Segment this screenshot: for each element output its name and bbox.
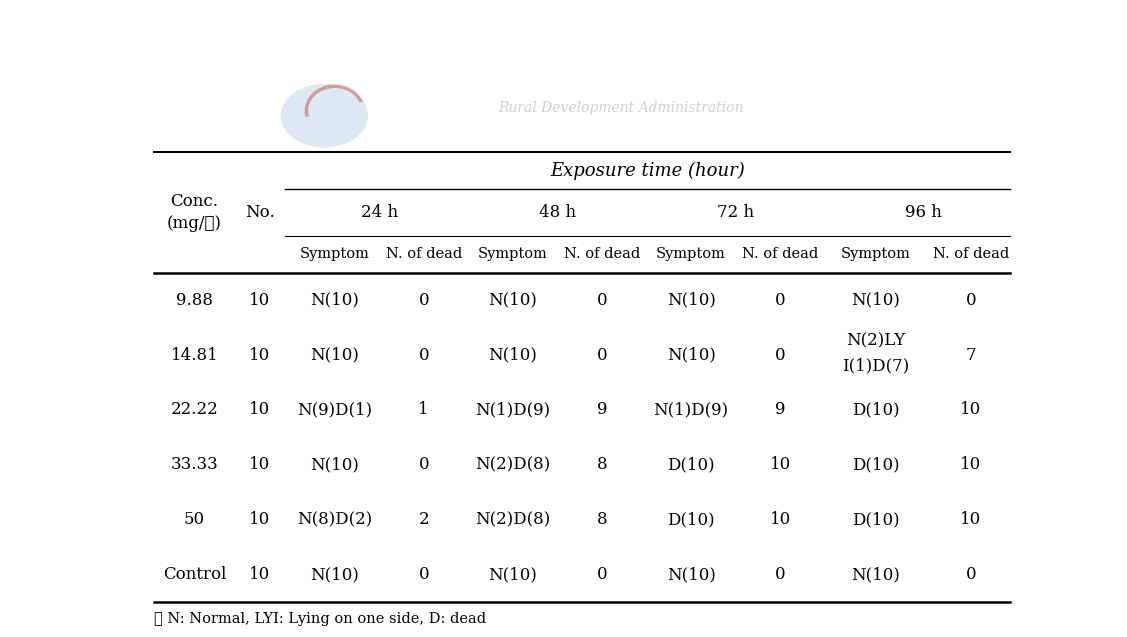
Text: 2: 2 (418, 512, 429, 528)
Text: N(10): N(10) (667, 347, 716, 364)
Text: 10: 10 (249, 292, 270, 308)
Text: N(1)D(9): N(1)D(9) (476, 401, 550, 419)
Text: 10: 10 (960, 401, 982, 419)
Text: 0: 0 (418, 456, 429, 473)
Text: 50: 50 (184, 512, 205, 528)
Text: 0: 0 (966, 292, 976, 308)
Text: D(10): D(10) (852, 512, 899, 528)
Text: Control: Control (162, 566, 227, 583)
Text: N(10): N(10) (851, 292, 900, 308)
Text: 10: 10 (249, 512, 270, 528)
Text: D(10): D(10) (852, 456, 899, 473)
Text: 10: 10 (249, 566, 270, 583)
Text: 1: 1 (418, 401, 429, 419)
Text: N(10): N(10) (488, 292, 538, 308)
Text: 0: 0 (418, 566, 429, 583)
Text: 24 h: 24 h (361, 204, 398, 221)
Text: N(10): N(10) (310, 456, 360, 473)
Text: N(10): N(10) (310, 292, 360, 308)
Text: N. of dead: N. of dead (564, 247, 640, 261)
Text: 22.22: 22.22 (170, 401, 219, 419)
Text: 72 h: 72 h (717, 204, 754, 221)
Text: 0: 0 (596, 566, 607, 583)
Text: 0: 0 (775, 566, 786, 583)
Text: I(1)D(7): I(1)D(7) (842, 358, 909, 375)
Text: Symptom: Symptom (478, 247, 548, 261)
Text: N(2)D(8): N(2)D(8) (476, 456, 550, 473)
Text: 8: 8 (596, 512, 607, 528)
Text: N(2)D(8): N(2)D(8) (476, 512, 550, 528)
Text: 8: 8 (596, 456, 607, 473)
Text: N(10): N(10) (851, 566, 900, 583)
Text: Symptom: Symptom (656, 247, 726, 261)
Text: D(10): D(10) (852, 401, 899, 419)
Text: Conc.: Conc. (170, 193, 219, 210)
Text: 0: 0 (596, 292, 607, 308)
Text: N(10): N(10) (488, 566, 538, 583)
Text: 7: 7 (966, 347, 976, 364)
Text: 0: 0 (775, 347, 786, 364)
Text: 33.33: 33.33 (170, 456, 219, 473)
Text: N(1)D(9): N(1)D(9) (654, 401, 729, 419)
Text: 9: 9 (775, 401, 786, 419)
Text: 0: 0 (775, 292, 786, 308)
Text: 10: 10 (960, 512, 982, 528)
Text: 10: 10 (249, 456, 270, 473)
Text: 9.88: 9.88 (176, 292, 213, 308)
Text: N(10): N(10) (667, 292, 716, 308)
Text: 10: 10 (249, 401, 270, 419)
Text: (mg/ℓ): (mg/ℓ) (167, 215, 222, 232)
Text: 9: 9 (596, 401, 607, 419)
Text: No.: No. (245, 204, 275, 221)
Text: N(10): N(10) (667, 566, 716, 583)
Text: 48 h: 48 h (539, 204, 576, 221)
Text: N(2)LY: N(2)LY (846, 333, 905, 350)
Text: N(8)D(2): N(8)D(2) (298, 512, 372, 528)
Text: 10: 10 (249, 347, 270, 364)
Text: ※ N: Normal, LYI: Lying on one side, D: dead: ※ N: Normal, LYI: Lying on one side, D: … (154, 612, 486, 626)
Text: N(10): N(10) (310, 347, 360, 364)
Text: 14.81: 14.81 (170, 347, 219, 364)
Text: N(10): N(10) (488, 347, 538, 364)
Text: Symptom: Symptom (841, 247, 911, 261)
Text: N. of dead: N. of dead (933, 247, 1009, 261)
Text: 10: 10 (770, 456, 791, 473)
Text: N(10): N(10) (310, 566, 360, 583)
Ellipse shape (281, 84, 367, 148)
Text: Rural Development Administration: Rural Development Administration (498, 101, 744, 115)
Text: 10: 10 (770, 512, 791, 528)
Text: 0: 0 (418, 292, 429, 308)
Text: N. of dead: N. of dead (742, 247, 818, 261)
Text: 0: 0 (596, 347, 607, 364)
Text: 96 h: 96 h (905, 204, 942, 221)
Text: D(10): D(10) (667, 456, 715, 473)
Text: 0: 0 (966, 566, 976, 583)
Text: Exposure time (hour): Exposure time (hour) (550, 162, 745, 180)
Text: 10: 10 (960, 456, 982, 473)
Text: N. of dead: N. of dead (385, 247, 462, 261)
Text: D(10): D(10) (667, 512, 715, 528)
Text: 0: 0 (418, 347, 429, 364)
Text: N(9)D(1): N(9)D(1) (298, 401, 372, 419)
Text: Symptom: Symptom (300, 247, 370, 261)
